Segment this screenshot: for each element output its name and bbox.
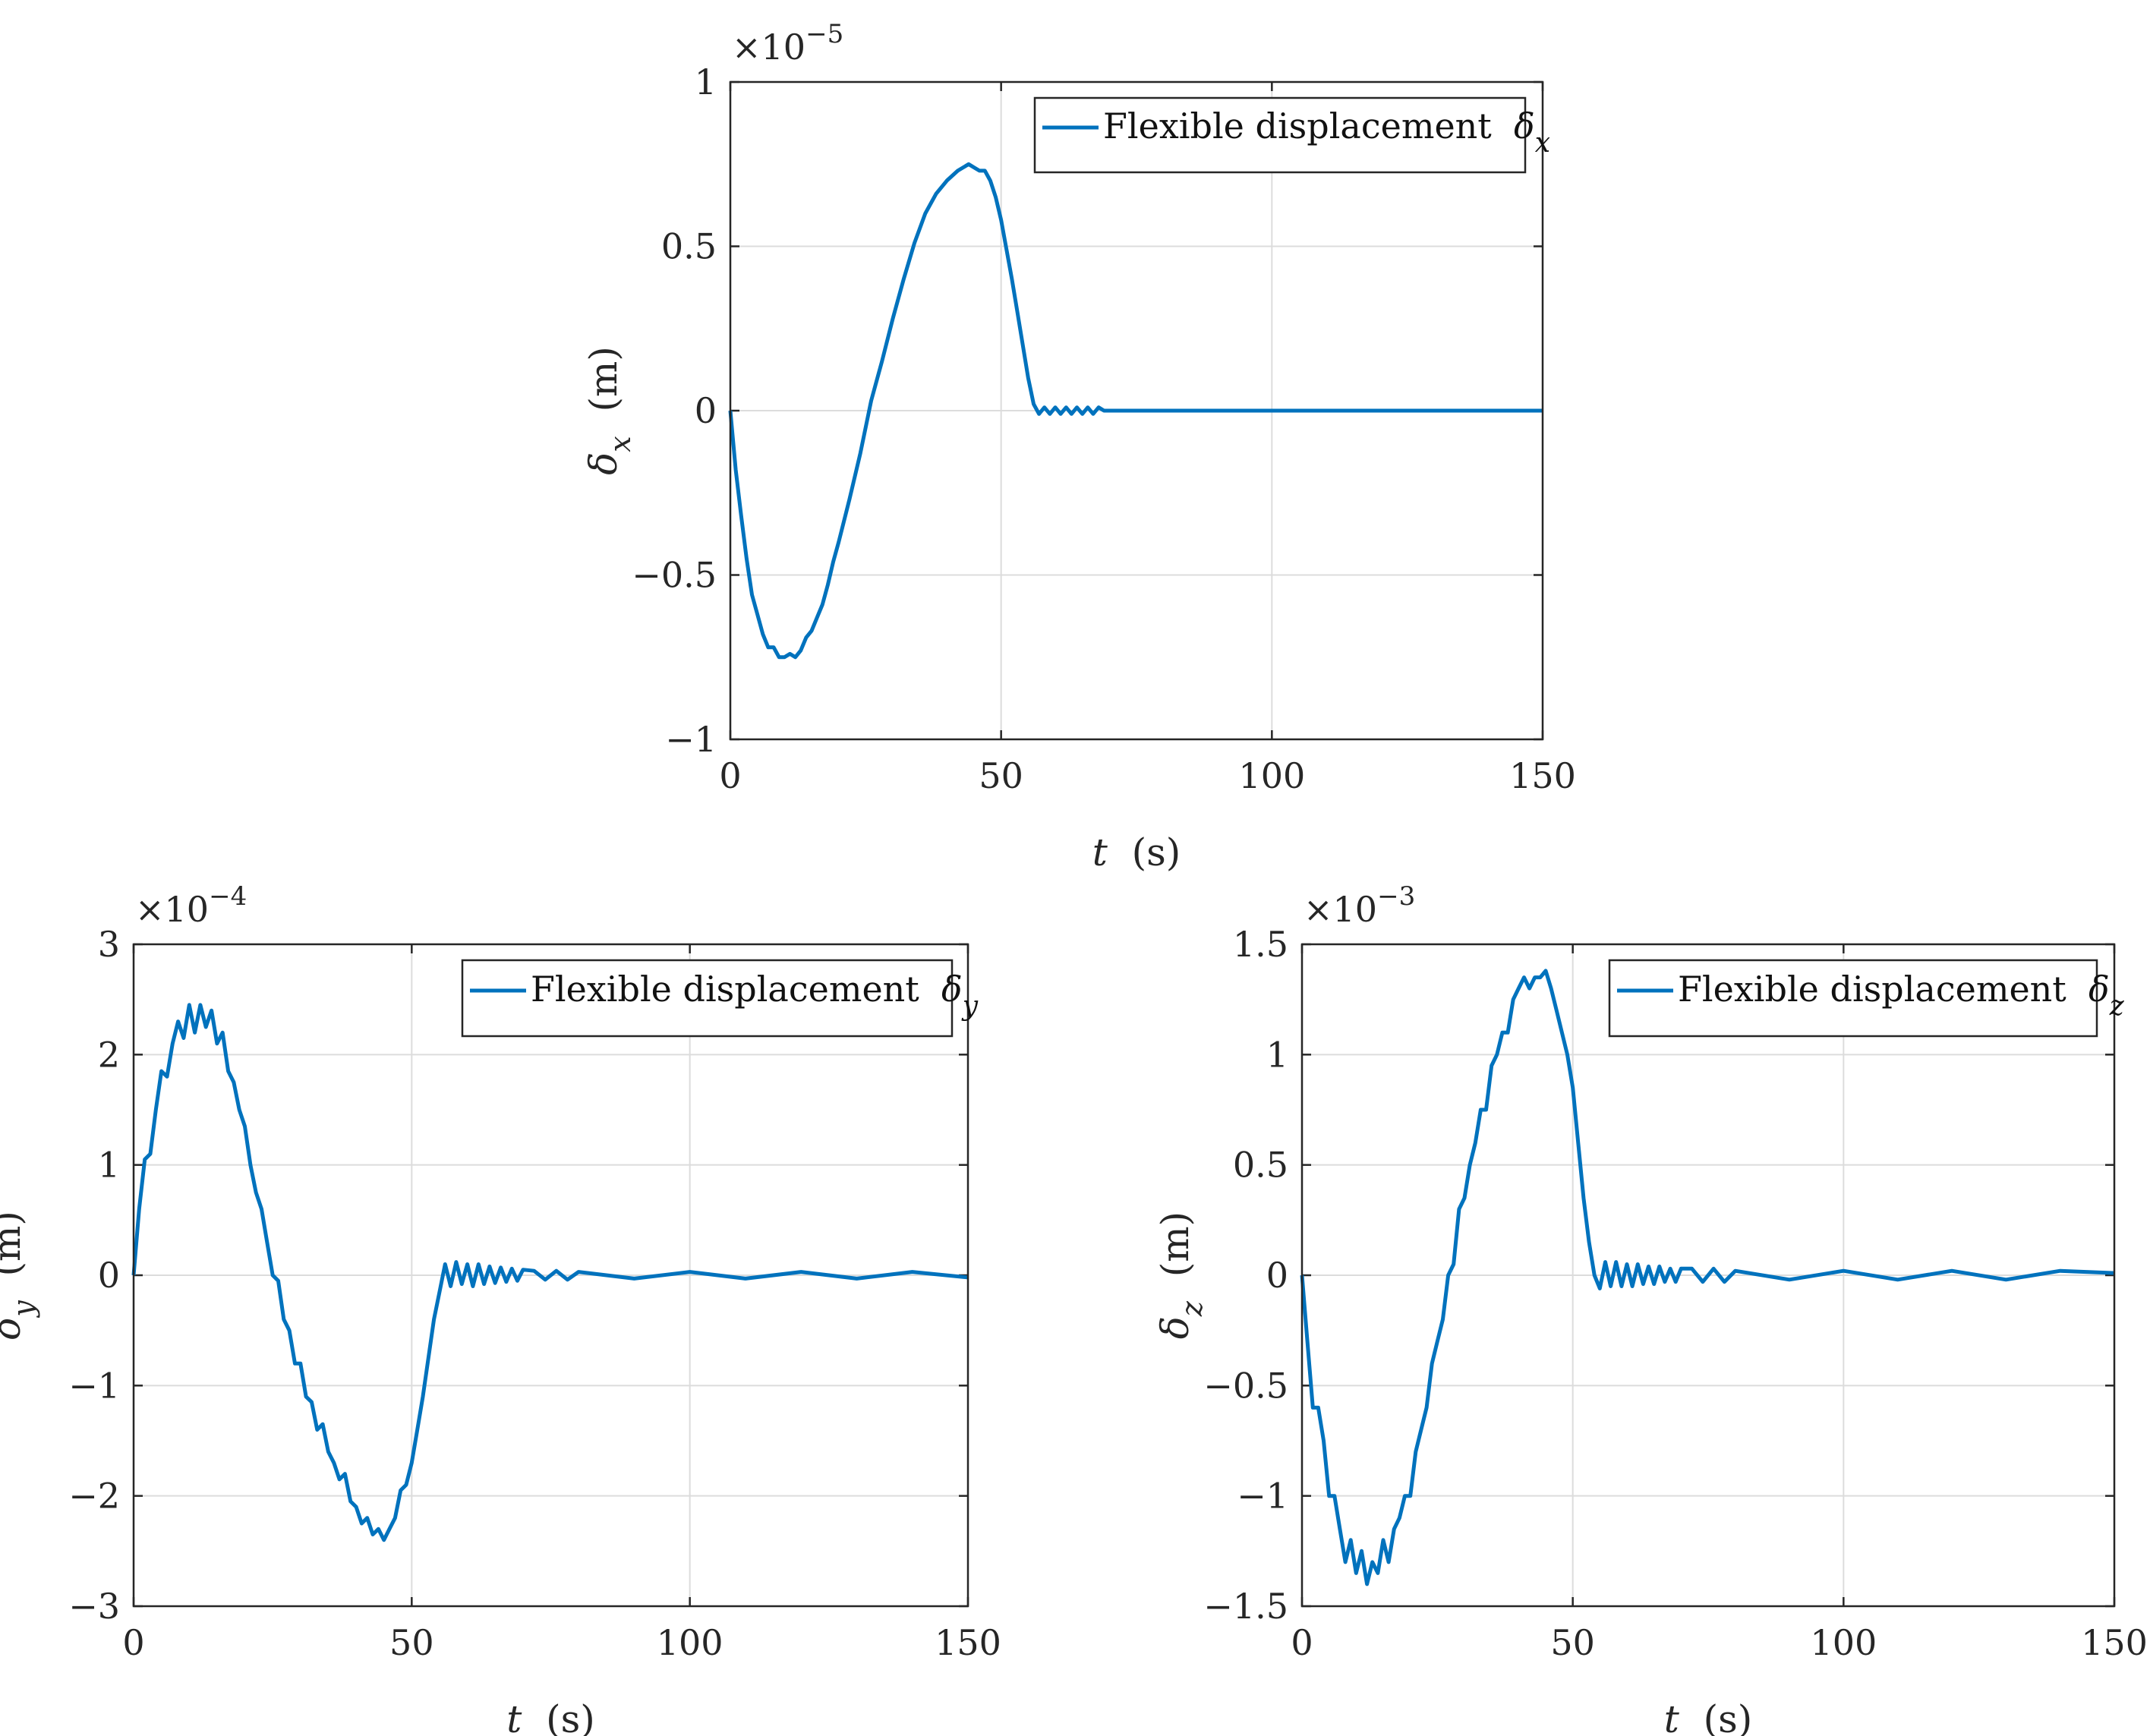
x-tick-label: 50: [389, 1622, 434, 1663]
y-axis-label: δz (m): [1153, 1211, 1209, 1339]
y-axis-unit: (m): [1153, 1211, 1197, 1301]
axes-frame: [729, 80, 1544, 741]
x-tick-label: 50: [1550, 1622, 1595, 1663]
legend-label: Flexible displacement δy: [531, 969, 979, 1022]
chart-dx: 0 50 100 150−1−0.500.51×10−5t (s)δx (m)Flex…: [582, 19, 1576, 874]
y-exponent-label: ×10−3: [1304, 881, 1415, 930]
x-axis-unit: (s): [1704, 1697, 1753, 1736]
y-axis-symbol: δ: [1153, 1316, 1197, 1339]
x-tick-label: 100: [657, 1622, 723, 1663]
axes-frame: [1300, 943, 2116, 1608]
y-tick-label: 2: [98, 1034, 120, 1075]
legend-label: Flexible displacement δz: [1678, 969, 2125, 1022]
legend-subscript: x: [1535, 128, 1550, 159]
x-tick-label: 0: [122, 1622, 144, 1663]
exponent-base: ×10: [732, 27, 805, 68]
legend-symbol: δ: [2089, 969, 2110, 1010]
exponent-power: −4: [209, 881, 247, 912]
y-tick-label: 1.5: [1233, 924, 1288, 965]
y-axis-label: δy (m): [0, 1211, 40, 1340]
series-line-dx: [728, 162, 1543, 660]
y-axis-subscript: x: [604, 436, 637, 452]
y-tick-label: 0.5: [1233, 1145, 1288, 1186]
x-tick-label: 150: [935, 1622, 1001, 1663]
legend-name: Flexible displacement: [1678, 969, 2066, 1010]
y-tick-label: −0.5: [1203, 1365, 1288, 1406]
legend: Flexible displacement δx: [1033, 96, 1550, 174]
exponent-base: ×10: [1304, 889, 1377, 930]
x-tick-label: 100: [1238, 755, 1305, 796]
x-axis-gap: [1108, 830, 1132, 874]
y-axis-subscript: z: [1175, 1300, 1209, 1317]
x-tick-label: 100: [1810, 1622, 1877, 1663]
legend-box: [1608, 959, 2098, 1038]
y-tick-label: −0.5: [632, 555, 717, 596]
x-tick-label: 50: [979, 755, 1023, 796]
legend: Flexible displacement δy: [461, 959, 979, 1038]
legend-box: [1033, 96, 1527, 174]
y-axis-unit: (m): [582, 346, 626, 436]
x-axis-label: t (s): [1092, 830, 1181, 874]
legend-subscript: z: [2109, 991, 2125, 1022]
legend-symbol: δ: [1514, 106, 1535, 147]
x-axis-gap: [1679, 1697, 1704, 1736]
chart-dz: 0 50 100 150 −1.5 −1 −0.5 0 0.5 1 1.5 ×10−3 t (s) δz …: [1153, 881, 2148, 1736]
y-tick-label: −3: [68, 1586, 120, 1627]
x-tick-label: 0: [719, 755, 741, 796]
x-axis-unit: (s): [546, 1697, 595, 1736]
y-tick-label: 0: [695, 390, 717, 431]
x-axis-gap: [522, 1697, 546, 1736]
y-exponent-label: ×10−4: [135, 881, 247, 930]
y-tick-label: 0: [1266, 1255, 1288, 1296]
y-tick-label: 0: [98, 1255, 120, 1296]
y-tick-label: 3: [98, 924, 120, 965]
exponent-base: ×10: [135, 889, 209, 930]
y-tick-label: −1: [1237, 1476, 1288, 1517]
y-tick-label: 0.5: [661, 226, 717, 267]
series-line-dy: [131, 1003, 969, 1542]
y-axis-symbol: δ: [0, 1317, 29, 1340]
legend-gap: [2066, 969, 2089, 1010]
legend-name: Flexible displacement: [1103, 106, 1492, 147]
y-axis-symbol: δ: [582, 452, 626, 475]
x-tick-label: 0: [1291, 1622, 1313, 1663]
x-axis-variable: t: [506, 1697, 522, 1736]
x-axis-label: t (s): [506, 1697, 595, 1736]
legend-gap: [1492, 106, 1514, 147]
legend-subscript: y: [961, 991, 979, 1022]
y-tick-label: −1: [68, 1365, 120, 1406]
x-axis-unit: (s): [1132, 830, 1181, 874]
y-tick-label: 1: [1266, 1034, 1288, 1075]
x-axis-label: t (s): [1664, 1697, 1753, 1736]
legend-gap: [919, 969, 941, 1010]
x-tick-label: 150: [2081, 1622, 2148, 1663]
y-tick-label: −2: [68, 1476, 120, 1517]
y-tick-label: −1.5: [1203, 1586, 1288, 1627]
series-line-dz: [1300, 969, 2115, 1586]
y-axis-subscript: y: [7, 1300, 40, 1319]
y-tick-label: 1: [695, 61, 717, 102]
x-axis-variable: t: [1664, 1697, 1680, 1736]
axes-frame: [132, 943, 969, 1608]
exponent-power: −3: [1377, 881, 1415, 912]
legend-box: [461, 959, 954, 1038]
exponent-power: −5: [805, 19, 843, 49]
x-axis-variable: t: [1092, 830, 1108, 874]
legend: Flexible displacement δz: [1608, 959, 2125, 1038]
x-tick-label: 150: [1509, 755, 1576, 796]
legend-symbol: δ: [941, 969, 963, 1010]
y-tick-label: 1: [98, 1145, 120, 1186]
y-axis-unit: (m): [0, 1211, 29, 1300]
y-tick-label: −1: [665, 719, 717, 760]
legend-label: Flexible displacement δx: [1103, 106, 1550, 159]
legend-name: Flexible displacement: [531, 969, 919, 1010]
y-axis-label: δx (m): [582, 346, 637, 475]
y-exponent-label: ×10−5: [732, 19, 843, 68]
